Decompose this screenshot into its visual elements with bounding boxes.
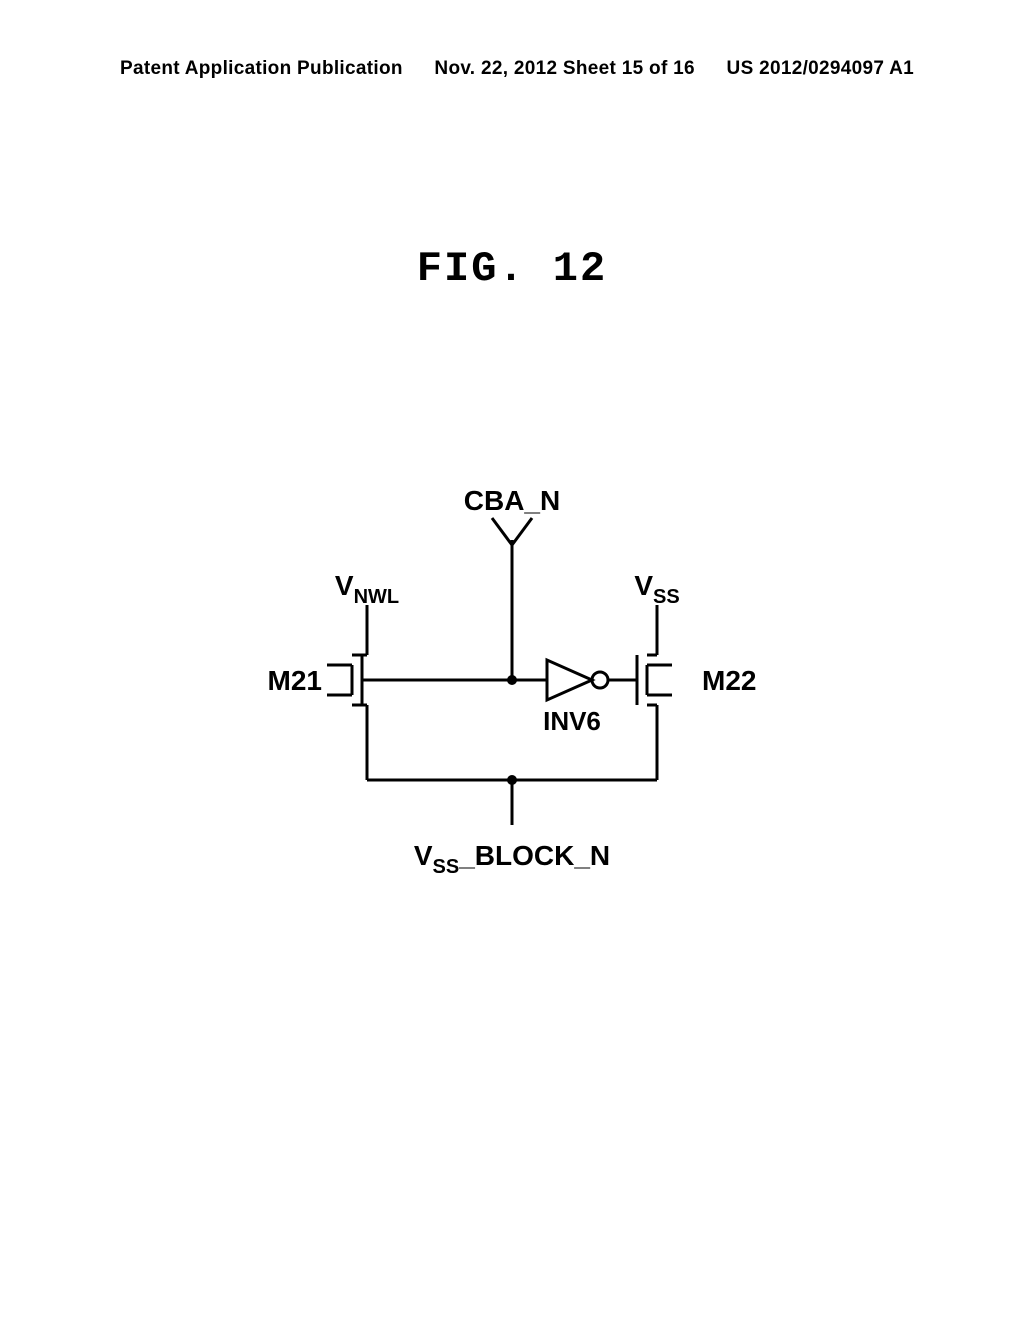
- inverter-triangle: [547, 660, 592, 700]
- arrow-line-left: [492, 518, 512, 545]
- figure-title: FIG. 12: [0, 245, 1024, 293]
- circuit-diagram: CBA_N VNWL VSS M21: [0, 480, 1024, 930]
- circuit-svg: CBA_N VNWL VSS M21: [212, 480, 812, 930]
- label-inv6: INV6: [543, 706, 601, 736]
- header-publication-number: US 2012/0294097 A1: [727, 58, 914, 80]
- label-vss: VSS: [634, 570, 679, 608]
- arrow-line-right: [512, 518, 532, 545]
- label-m22: M22: [702, 665, 756, 696]
- page-header: Patent Application Publication Nov. 22, …: [0, 58, 1024, 80]
- header-date-sheet: Nov. 22, 2012 Sheet 15 of 16: [434, 58, 694, 80]
- label-vss-block-n: VSS_BLOCK_N: [414, 840, 610, 878]
- header-publication-type: Patent Application Publication: [120, 58, 403, 80]
- label-m21: M21: [268, 665, 322, 696]
- label-cba-n: CBA_N: [464, 485, 560, 516]
- label-vnwl: VNWL: [335, 570, 399, 608]
